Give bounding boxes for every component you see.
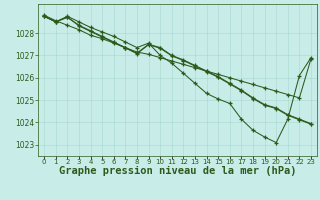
X-axis label: Graphe pression niveau de la mer (hPa): Graphe pression niveau de la mer (hPa) <box>59 166 296 176</box>
